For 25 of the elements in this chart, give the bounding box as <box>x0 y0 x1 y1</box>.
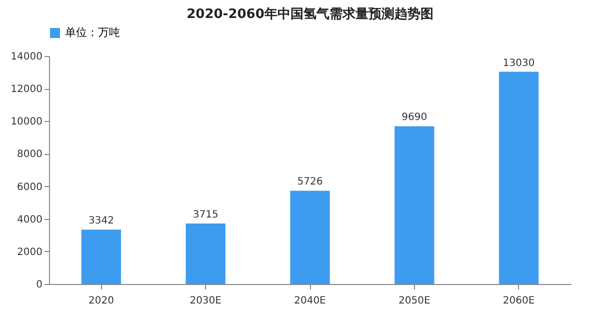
x-tick-label: 2030E <box>190 296 222 306</box>
y-tick-label: 0 <box>36 280 42 290</box>
bar <box>290 190 330 284</box>
y-tick-label: 4000 <box>17 214 42 226</box>
data-label: 3342 <box>88 216 114 227</box>
y-tick-label: 10000 <box>10 116 42 128</box>
y-tick-label: 6000 <box>17 182 42 193</box>
bar <box>498 72 539 284</box>
chart-title: 2020-2060年中国氢气需求量预测趋势图 <box>186 6 434 22</box>
x-tick-label: 2060E <box>502 296 535 306</box>
x-tick-label: 2020 <box>88 296 114 306</box>
y-tick-label: 14000 <box>10 52 42 62</box>
data-label: 13030 <box>502 58 535 69</box>
data-label: 5726 <box>297 176 323 188</box>
x-tick-label: 2050E <box>398 296 430 306</box>
y-tick-label: 2000 <box>17 246 42 258</box>
data-label: 3715 <box>192 210 218 220</box>
y-tick-label: 8000 <box>17 149 42 160</box>
legend-label: 单位：万吨 <box>65 26 120 39</box>
x-tick-label: 2040E <box>294 296 326 306</box>
bar <box>394 126 434 284</box>
bar <box>81 230 122 284</box>
bar <box>186 224 226 284</box>
data-label: 9690 <box>402 112 428 124</box>
y-tick-label: 12000 <box>10 84 42 96</box>
